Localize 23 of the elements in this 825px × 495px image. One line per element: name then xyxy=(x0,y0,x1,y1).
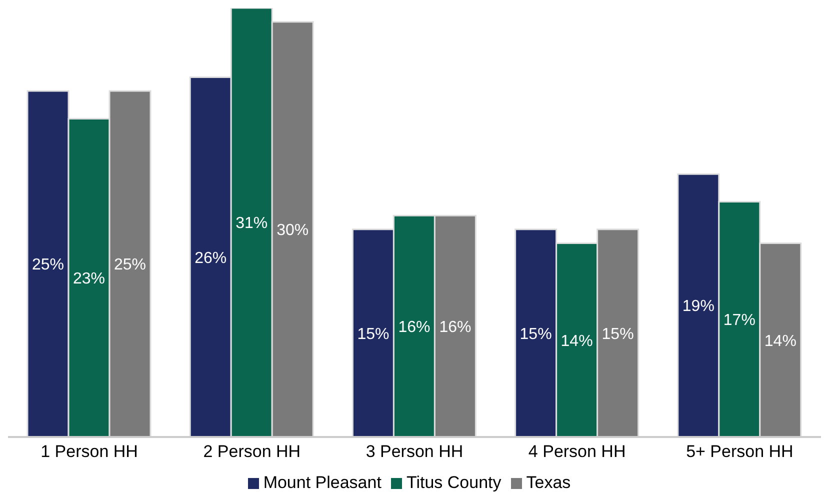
data-label: 15% xyxy=(357,326,390,343)
data-label: 26% xyxy=(194,250,227,267)
data-label: 15% xyxy=(520,326,552,343)
data-label: 17% xyxy=(723,312,756,330)
data-label: 25% xyxy=(114,256,146,274)
data-label: 30% xyxy=(276,222,309,240)
x-tick-label: 2 Person HH xyxy=(203,442,301,462)
x-tick-label: 3 Person HH xyxy=(366,442,464,462)
legend-label: Titus County xyxy=(406,473,502,492)
x-tick-label: 5+ Person HH xyxy=(686,442,794,462)
data-label: 14% xyxy=(764,332,796,350)
data-label: 25% xyxy=(32,256,64,274)
data-label: 23% xyxy=(72,270,106,288)
data-label: 14% xyxy=(560,332,593,350)
data-label: 16% xyxy=(439,318,472,336)
legend-label: Texas xyxy=(526,473,571,492)
x-tick-label: 4 Person HH xyxy=(528,442,626,462)
data-label: 31% xyxy=(236,215,268,232)
legend-label: Mount Pleasant xyxy=(263,473,382,492)
x-tick-label: 1 Person HH xyxy=(40,442,138,462)
data-label: 15% xyxy=(602,326,634,343)
data-label: 19% xyxy=(682,298,714,316)
data-label: 16% xyxy=(398,318,430,336)
